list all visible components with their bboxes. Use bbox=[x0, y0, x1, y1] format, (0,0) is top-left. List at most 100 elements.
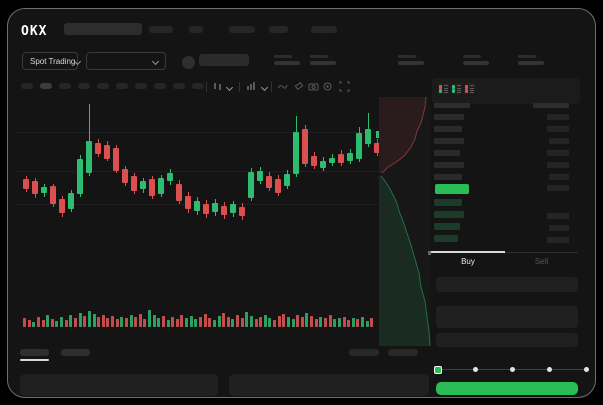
bottom-action-pill[interactable] bbox=[349, 349, 379, 356]
volume-bar bbox=[323, 318, 327, 327]
volume-bar bbox=[273, 320, 276, 327]
volume-bar bbox=[106, 318, 110, 327]
bid-row-price bbox=[434, 211, 464, 218]
buy-submit-button[interactable] bbox=[436, 382, 578, 395]
book-bids-icon[interactable] bbox=[451, 83, 462, 94]
price-input[interactable] bbox=[436, 277, 578, 292]
slider-handle[interactable] bbox=[434, 366, 442, 374]
volume-bar bbox=[23, 318, 26, 327]
volume-bar bbox=[97, 317, 101, 327]
timeframe-button[interactable] bbox=[154, 83, 166, 89]
total-input[interactable] bbox=[436, 333, 578, 347]
volume-bar bbox=[124, 318, 128, 327]
nav-item[interactable] bbox=[149, 26, 173, 33]
volume-bar bbox=[87, 311, 91, 327]
tab-sell[interactable]: Sell bbox=[534, 257, 549, 266]
settings-icon[interactable] bbox=[322, 81, 333, 92]
search-input[interactable] bbox=[64, 23, 142, 35]
stat-value-placeholder bbox=[398, 61, 424, 65]
volume-bar bbox=[129, 315, 133, 327]
bid-row-amount bbox=[549, 225, 569, 231]
volume-bar bbox=[310, 316, 314, 327]
book-line bbox=[444, 90, 448, 91]
timeframe-button[interactable] bbox=[40, 83, 52, 89]
book-line bbox=[470, 92, 474, 93]
slider-stop[interactable] bbox=[583, 367, 589, 372]
volume-bar bbox=[83, 316, 87, 327]
amount-input[interactable] bbox=[436, 306, 578, 328]
volume-bar bbox=[263, 315, 267, 327]
volume-bar bbox=[217, 316, 221, 327]
volume-bar bbox=[361, 317, 364, 327]
candle bbox=[248, 172, 254, 198]
camera-icon[interactable] bbox=[308, 81, 319, 92]
nav-item[interactable] bbox=[189, 26, 203, 33]
timeframe-button[interactable] bbox=[192, 83, 204, 89]
candle bbox=[68, 193, 74, 209]
candle bbox=[356, 133, 362, 159]
last-price-highlight bbox=[435, 184, 469, 194]
nav-item[interactable] bbox=[269, 26, 288, 33]
volume-bar bbox=[152, 315, 156, 327]
volume-bar bbox=[286, 317, 290, 327]
tab-buy-indicator bbox=[431, 251, 505, 253]
volume-bar bbox=[337, 318, 341, 327]
candle-style-icon[interactable] bbox=[212, 81, 223, 92]
candle bbox=[302, 129, 308, 164]
book-line bbox=[444, 92, 448, 93]
bottom-tab[interactable] bbox=[61, 349, 90, 356]
timeframe-button[interactable] bbox=[135, 83, 147, 89]
book-line bbox=[457, 92, 461, 93]
timeframe-button[interactable] bbox=[78, 83, 90, 89]
fullscreen-icon[interactable] bbox=[339, 81, 350, 92]
ask-row-price bbox=[434, 174, 462, 180]
slider-stop[interactable] bbox=[509, 367, 515, 372]
book-asks-icon[interactable] bbox=[464, 83, 475, 94]
candle bbox=[320, 161, 326, 168]
volume-bar bbox=[319, 317, 323, 327]
volume-bar bbox=[166, 320, 170, 327]
volume-bar bbox=[185, 318, 188, 327]
candle bbox=[167, 173, 173, 181]
bid-row-amount bbox=[547, 237, 569, 243]
candle bbox=[86, 141, 92, 173]
tab-buy[interactable]: Buy bbox=[461, 257, 475, 266]
candlestick-chart[interactable] bbox=[8, 9, 595, 397]
candle bbox=[158, 178, 164, 194]
ask-row-amount bbox=[547, 114, 569, 120]
volume-bar bbox=[101, 315, 105, 327]
timeframe-button[interactable] bbox=[116, 83, 128, 89]
pair-selector-dropdown[interactable] bbox=[86, 52, 166, 70]
line-tool-icon[interactable] bbox=[277, 81, 288, 92]
volume-bar bbox=[231, 319, 235, 327]
stat-label-placeholder bbox=[274, 55, 292, 58]
market-type-dropdown[interactable]: Spot Trading bbox=[22, 52, 82, 70]
orderbook-header-left bbox=[434, 103, 470, 108]
volume-bar bbox=[333, 319, 337, 327]
book-line bbox=[444, 87, 448, 89]
volume-bar bbox=[365, 321, 369, 327]
timeframe-button[interactable] bbox=[21, 83, 33, 89]
indicators-icon[interactable] bbox=[246, 81, 257, 92]
timeframe-button[interactable] bbox=[173, 83, 185, 89]
book-both-icon[interactable] bbox=[438, 83, 449, 94]
eraser-icon[interactable] bbox=[293, 81, 304, 92]
candle bbox=[221, 206, 227, 215]
stat-value-placeholder bbox=[518, 61, 544, 65]
slider-stop[interactable] bbox=[546, 367, 552, 372]
depth-ask-area bbox=[379, 97, 426, 173]
volume-bar bbox=[60, 317, 63, 327]
book-line bbox=[470, 85, 474, 86]
bottom-action-pill[interactable] bbox=[388, 349, 418, 356]
bottom-tab[interactable] bbox=[20, 349, 49, 356]
slider-stop[interactable] bbox=[472, 367, 478, 372]
nav-item[interactable] bbox=[229, 26, 255, 33]
timeframe-button[interactable] bbox=[97, 83, 109, 89]
nav-item[interactable] bbox=[311, 26, 337, 33]
volume-bar bbox=[226, 317, 230, 327]
timeframe-button[interactable] bbox=[59, 83, 71, 89]
orderbook-header-right bbox=[533, 103, 569, 108]
volume-bar bbox=[203, 314, 207, 327]
book-line bbox=[457, 87, 461, 89]
bid-row-amount bbox=[547, 185, 569, 191]
